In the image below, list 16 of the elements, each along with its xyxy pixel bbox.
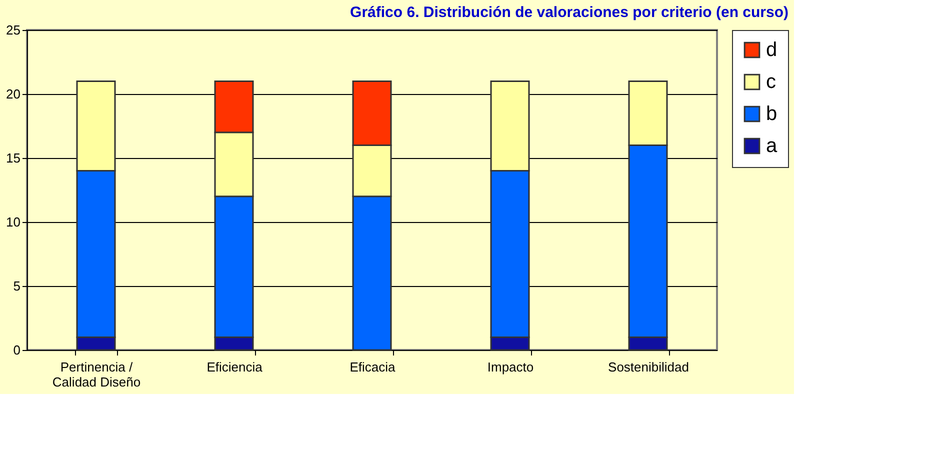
y-tick-label: 10 [6,214,20,230]
y-tick-label: 5 [13,278,20,294]
legend-label: b [766,103,778,125]
legend-label: a [766,135,778,157]
y-tick-label: 25 [6,22,20,38]
y-tick-label: 15 [6,150,20,166]
x-tick-label: Eficiencia [206,360,264,374]
x-tick-label: Pertinencia / Calidad Diseño [52,360,141,390]
x-tick-label: Eficacia [350,360,396,374]
y-tick-label: 20 [6,86,20,102]
x-tick-label: Impacto [487,360,534,374]
chart-title: Gráfico 6. Distribución de valoraciones por criterio (en curso) [350,4,788,21]
legend-label: c [766,71,776,93]
x-tick-label: Sostenibilidad [608,360,689,374]
y-tick-label: 0 [13,342,20,358]
legend-label: d [766,39,778,61]
